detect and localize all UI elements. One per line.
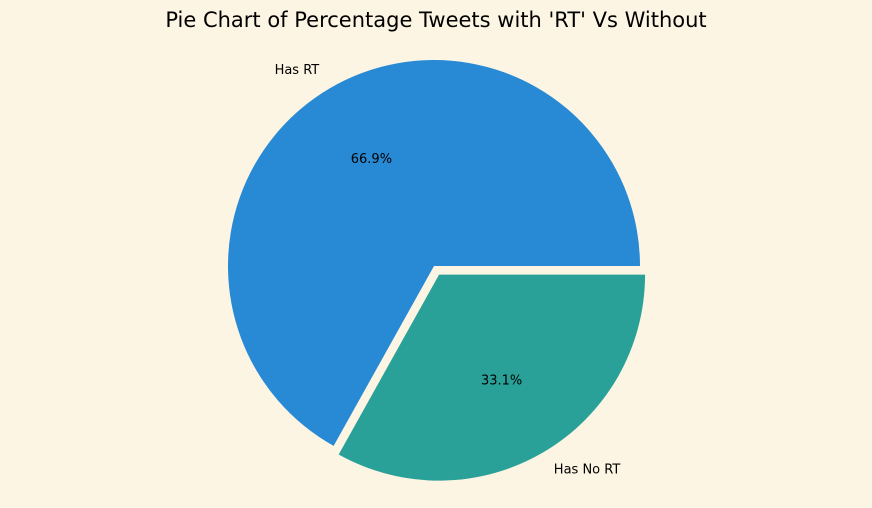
pie-slices: [228, 60, 646, 481]
pct-label-has-no-rt: 33.1%: [481, 374, 522, 389]
pie-labels: 66.9% Has RT 33.1% Has No RT: [275, 63, 621, 477]
pie-slice-has-rt: [228, 60, 640, 446]
chart-title: Pie Chart of Percentage Tweets with 'RT'…: [165, 8, 706, 32]
slice-label-has-no-rt: Has No RT: [554, 463, 621, 478]
pct-label-has-rt: 66.9%: [351, 152, 392, 167]
pie-slice-has-no-rt: [338, 274, 646, 481]
slice-label-has-rt: Has RT: [275, 63, 320, 78]
